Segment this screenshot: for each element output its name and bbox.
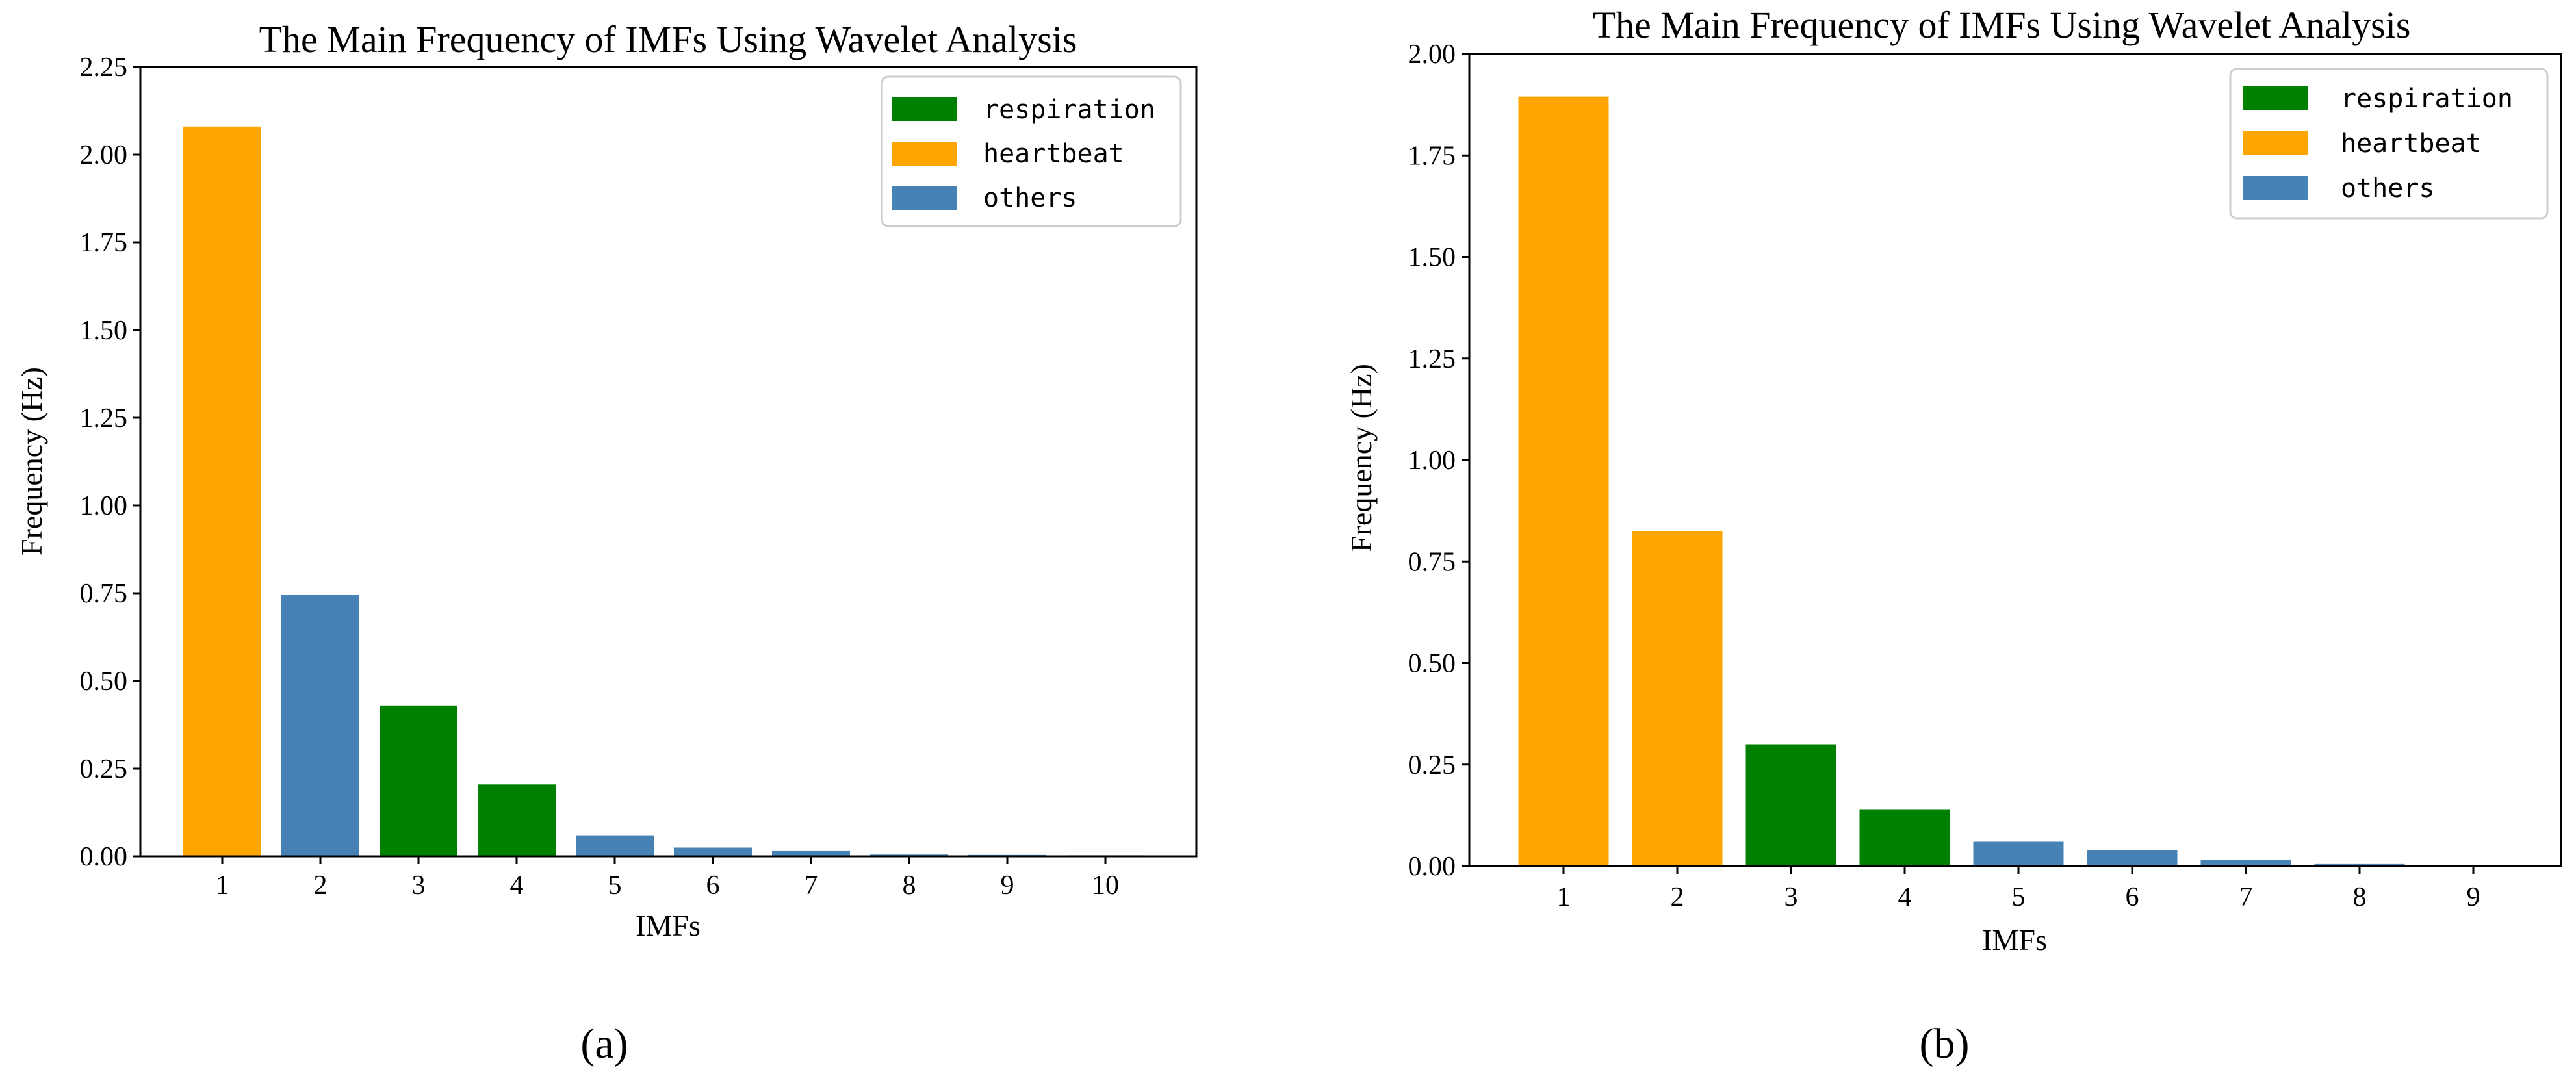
y-tick-label: 2.00 [1408, 40, 1456, 70]
x-tick-label: 3 [412, 871, 426, 901]
bar-imf-8 [2314, 863, 2405, 866]
y-tick-label: 1.00 [1408, 446, 1456, 476]
x-axis-label: IMFs [636, 909, 701, 942]
bar-imf-1 [1518, 96, 1609, 866]
y-tick-label: 0.50 [80, 667, 128, 697]
legend: respiration heartbeat others [881, 75, 1182, 227]
y-axis-ticks: 0.00 0.25 0.50 0.75 1.00 1.25 1.50 1.75 2.00 2.25 [80, 53, 140, 872]
bar-imf-5 [576, 835, 654, 856]
bar-imf-7 [2200, 860, 2291, 866]
x-tick-label: 6 [706, 871, 720, 901]
x-tick-label: 5 [2012, 882, 2026, 912]
legend-label-others: others [2341, 173, 2435, 203]
legend-swatch-others [892, 186, 957, 210]
bar-imf-7 [772, 850, 850, 856]
y-tick-label: 1.25 [80, 403, 128, 433]
y-tick-label: 0.25 [80, 754, 128, 784]
panel-label-b: (b) [1920, 1020, 1970, 1068]
y-axis-label: Frequency (Hz) [15, 367, 48, 556]
legend-label-respiration: respiration [983, 95, 1155, 125]
chart-title: The Main Frequency of IMFs Using Wavelet… [1593, 4, 2411, 46]
legend-swatch-heartbeat [2243, 131, 2308, 155]
x-tick-label: 1 [216, 871, 229, 901]
x-tick-label: 8 [2353, 882, 2367, 912]
bar-imf-6 [674, 847, 752, 856]
chart-title: The Main Frequency of IMFs Using Wavelet… [259, 18, 1077, 60]
legend-swatch-respiration [892, 97, 957, 121]
x-tick-label: 2 [314, 871, 328, 901]
legend-label-others: others [983, 183, 1077, 213]
legend-swatch-others [2243, 176, 2308, 200]
y-tick-label: 1.75 [80, 228, 128, 258]
x-tick-label: 7 [2239, 882, 2253, 912]
x-tick-label: 3 [1784, 882, 1798, 912]
y-tick-label: 0.00 [1408, 852, 1456, 882]
y-tick-label: 0.75 [1408, 547, 1456, 577]
x-axis-ticks: 1 2 3 4 5 6 7 8 9 [1557, 866, 2480, 912]
y-tick-label: 0.00 [80, 842, 128, 872]
y-axis-ticks: 0.00 0.25 0.50 0.75 1.00 1.25 1.50 1.75 2.00 [1408, 40, 1469, 882]
chart-panel-b: The Main Frequency of IMFs Using Wavelet… [1345, 4, 2562, 1068]
legend-label-heartbeat: heartbeat [2341, 129, 2482, 159]
panel-label-a: (a) [580, 1020, 628, 1068]
y-tick-label: 0.75 [80, 579, 128, 609]
legend-box [2229, 68, 2549, 220]
bar-imf-3 [380, 705, 457, 856]
bar-imf-3 [1745, 744, 1836, 866]
legend: respiration heartbeat others [2229, 68, 2549, 220]
y-tick-label: 1.50 [1408, 243, 1456, 273]
x-tick-label: 1 [1557, 882, 1571, 912]
y-tick-label: 1.50 [80, 316, 128, 346]
bar-imf-2 [1632, 531, 1723, 866]
y-tick-label: 0.50 [1408, 649, 1456, 679]
x-tick-label: 9 [1001, 871, 1014, 901]
legend-label-respiration: respiration [2341, 84, 2513, 114]
bar-series [1518, 96, 2519, 866]
y-tick-label: 1.75 [1408, 141, 1456, 171]
bar-imf-1 [183, 126, 261, 856]
y-tick-label: 0.25 [1408, 750, 1456, 780]
x-tick-label: 4 [510, 871, 524, 901]
x-tick-label: 4 [1898, 882, 1912, 912]
bar-imf-5 [1973, 841, 2064, 866]
bar-imf-4 [478, 784, 556, 856]
plot-frame [139, 66, 1198, 858]
y-tick-label: 1.00 [80, 491, 128, 521]
bar-imf-2 [281, 595, 359, 856]
legend-swatch-heartbeat [892, 142, 957, 166]
x-axis-ticks: 1 2 3 4 5 6 7 8 9 10 [216, 856, 1119, 901]
bar-imf-4 [1859, 809, 1950, 866]
x-tick-label: 8 [903, 871, 916, 901]
legend-label-heartbeat: heartbeat [983, 139, 1124, 169]
x-tick-label: 2 [1671, 882, 1684, 912]
x-tick-label: 6 [2126, 882, 2139, 912]
x-tick-label: 5 [608, 871, 622, 901]
x-tick-label: 7 [805, 871, 818, 901]
bar-series [183, 126, 1144, 856]
x-tick-label: 10 [1092, 871, 1119, 901]
x-axis-label: IMFs [1982, 923, 2047, 956]
y-tick-label: 2.00 [80, 140, 128, 170]
plot-frame [1468, 53, 2562, 867]
chart-panel-a: The Main Frequency of IMFs Using Wavelet… [15, 18, 1198, 1068]
x-tick-label: 9 [2467, 882, 2480, 912]
bar-imf-6 [2087, 850, 2178, 866]
y-tick-label: 1.25 [1408, 344, 1456, 374]
y-tick-label: 2.25 [80, 53, 128, 83]
y-axis-label: Frequency (Hz) [1345, 364, 1378, 552]
legend-swatch-respiration [2243, 86, 2308, 110]
